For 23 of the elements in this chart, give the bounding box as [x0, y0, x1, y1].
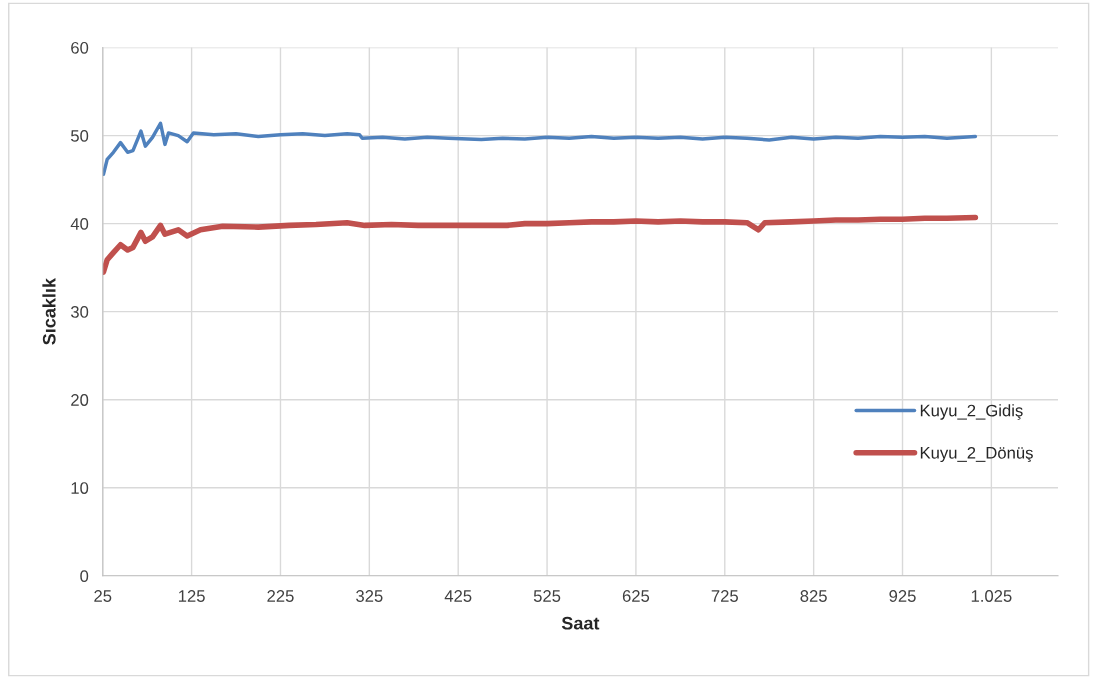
- x-tick-label: 525: [533, 590, 561, 602]
- x-axis-title: Saat: [561, 616, 600, 630]
- legend-label: Kuyu_2_Gidiş: [920, 404, 1023, 420]
- x-tick-label: 125: [178, 590, 205, 602]
- line-series: [102, 121, 978, 177]
- y-tick-label: 30: [70, 306, 89, 318]
- y-tick-label: 60: [71, 41, 89, 54]
- x-tick-label: 725: [711, 590, 738, 602]
- legend-label: Kuyu_2_Dönüş: [920, 446, 1033, 463]
- x-tick-label: 25: [94, 590, 112, 602]
- y-tick-label: 0: [80, 570, 89, 582]
- y-tick-label: 40: [70, 218, 89, 230]
- x-tick-label: 425: [444, 590, 472, 602]
- y-tick-label: 10: [71, 482, 89, 494]
- y-tick-label: 20: [71, 394, 89, 406]
- x-tick-label: 625: [622, 590, 650, 602]
- y-tick-label: 50: [70, 129, 89, 142]
- y-axis-title: Sıcaklık: [42, 278, 56, 345]
- x-tick-label: 325: [356, 590, 383, 602]
- x-tick-label: 825: [800, 590, 827, 602]
- x-tick-label: 1.025: [971, 590, 1012, 602]
- x-tick-label: 225: [267, 590, 294, 602]
- x-tick-label: 925: [889, 590, 916, 602]
